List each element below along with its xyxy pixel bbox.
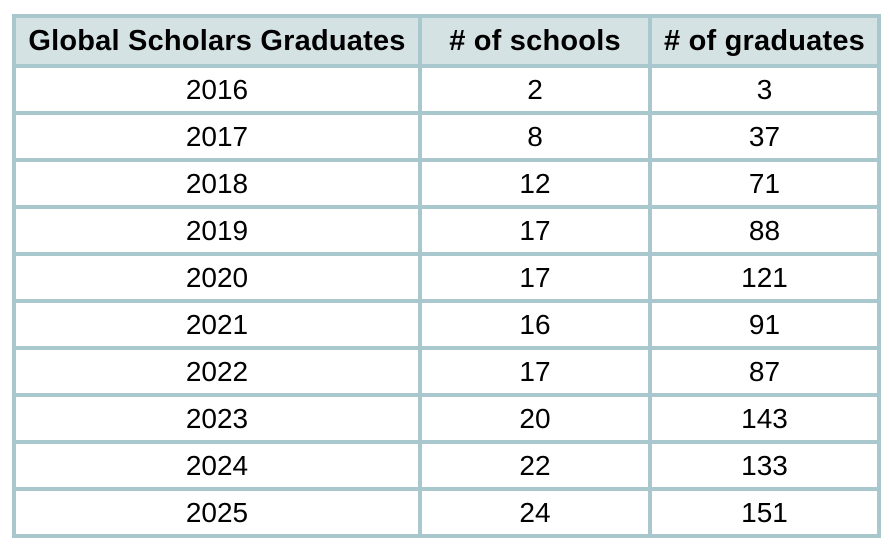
table-row: 2022 17 87 bbox=[12, 346, 881, 397]
table-row: 2021 16 91 bbox=[12, 299, 881, 350]
year-cell: 2016 bbox=[12, 64, 422, 115]
schools-cell: 17 bbox=[418, 252, 652, 303]
table-header: Global Scholars Graduates # of schools #… bbox=[12, 14, 881, 68]
schools-cell: 17 bbox=[418, 346, 652, 397]
table-row: 2023 20 143 bbox=[12, 393, 881, 444]
graduates-cell: 3 bbox=[648, 64, 881, 115]
schools-cell: 22 bbox=[418, 440, 652, 491]
schools-cell: 2 bbox=[418, 64, 652, 115]
table-row: 2017 8 37 bbox=[12, 111, 881, 162]
year-cell: 2024 bbox=[12, 440, 422, 491]
year-cell: 2021 bbox=[12, 299, 422, 350]
table-row: 2020 17 121 bbox=[12, 252, 881, 303]
table-body: 2016 2 3 2017 8 37 2018 12 71 2019 17 88 2020 17 121 20… bbox=[12, 64, 881, 538]
schools-cell: 16 bbox=[418, 299, 652, 350]
year-cell: 2020 bbox=[12, 252, 422, 303]
year-cell: 2018 bbox=[12, 158, 422, 209]
graduates-cell: 71 bbox=[648, 158, 881, 209]
table-row: 2016 2 3 bbox=[12, 64, 881, 115]
schools-cell: 24 bbox=[418, 487, 652, 538]
header-cell-schools: # of schools bbox=[418, 14, 652, 68]
year-cell: 2017 bbox=[12, 111, 422, 162]
schools-cell: 8 bbox=[418, 111, 652, 162]
header-cell-graduates: # of graduates bbox=[648, 14, 881, 68]
schools-cell: 20 bbox=[418, 393, 652, 444]
year-cell: 2025 bbox=[12, 487, 422, 538]
year-cell: 2019 bbox=[12, 205, 422, 256]
header-cell-title: Global Scholars Graduates bbox=[12, 14, 422, 68]
year-cell: 2022 bbox=[12, 346, 422, 397]
graduates-cell: 151 bbox=[648, 487, 881, 538]
graduates-cell: 87 bbox=[648, 346, 881, 397]
graduates-cell: 121 bbox=[648, 252, 881, 303]
year-cell: 2023 bbox=[12, 393, 422, 444]
graduates-cell: 37 bbox=[648, 111, 881, 162]
graduates-cell: 88 bbox=[648, 205, 881, 256]
table-row: 2019 17 88 bbox=[12, 205, 881, 256]
table-row: 2024 22 133 bbox=[12, 440, 881, 491]
table-row: 2018 12 71 bbox=[12, 158, 881, 209]
header-row: Global Scholars Graduates # of schools #… bbox=[12, 14, 881, 68]
graduates-table: Global Scholars Graduates # of schools #… bbox=[12, 14, 881, 538]
schools-cell: 12 bbox=[418, 158, 652, 209]
graduates-cell: 91 bbox=[648, 299, 881, 350]
table-row: 2025 24 151 bbox=[12, 487, 881, 538]
graduates-table-container: Global Scholars Graduates # of schools #… bbox=[12, 14, 881, 538]
schools-cell: 17 bbox=[418, 205, 652, 256]
graduates-cell: 143 bbox=[648, 393, 881, 444]
graduates-cell: 133 bbox=[648, 440, 881, 491]
